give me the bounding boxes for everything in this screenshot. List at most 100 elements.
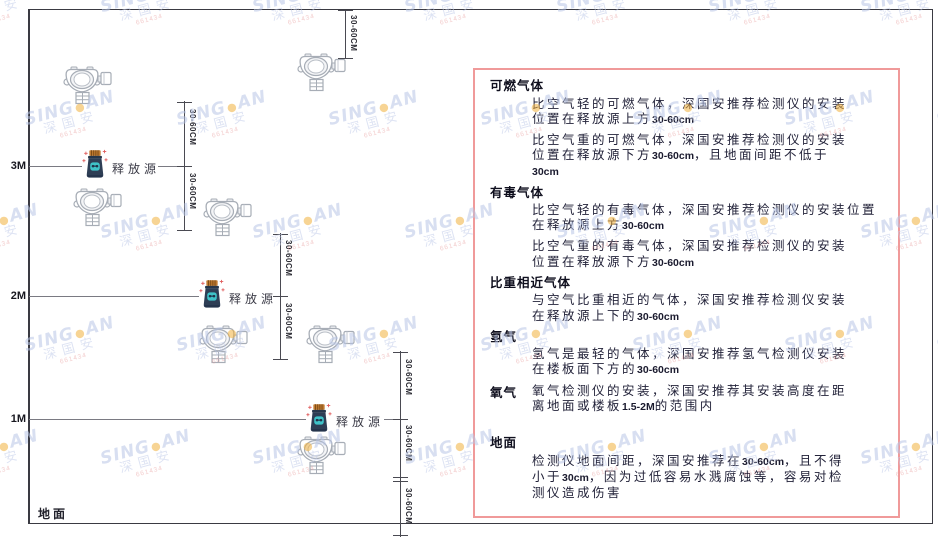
text-line: 氧气检测仪的安装，深国安推荐其安装高度在距 <box>532 384 847 399</box>
paragraph: 比空气重的有毒气体，深国安推荐检测仪的安装 位置在释放源下方30-60cm <box>532 239 890 270</box>
measurement-value: 30-60cm <box>637 310 680 323</box>
tick-mark <box>393 535 408 536</box>
panel-section: 地面 检测仪地面间距，深国安推荐在30-60cm，且不得 小于30cm，因为过低容易… <box>490 436 890 501</box>
axis-label-1m: 1M <box>10 413 26 425</box>
watermark-dot-icon: ● <box>0 438 12 454</box>
dimension-label: 30-60CM <box>349 15 358 52</box>
tick-mark <box>393 477 408 478</box>
panel-section: 氢气 氢气是最轻的气体，深国安推荐氢气检测仪安装 在楼板面下方的30-60cm <box>490 330 890 379</box>
gas-detector-icon <box>73 186 123 228</box>
tick-mark <box>177 230 192 231</box>
paragraph: 比空气重的可燃气体，深国安推荐检测仪的安装 位置在释放源下方30-60cm，且地面… <box>532 133 890 181</box>
measurement-value: 30-60cm <box>637 364 680 377</box>
watermark-dot-icon: ● <box>0 0 11 2</box>
watermark-text: SING <box>934 323 938 357</box>
gas-detector-icon <box>63 64 113 106</box>
body-text: 离地面或楼板 <box>532 398 623 413</box>
measurement-value: 30-60cm <box>622 220 665 233</box>
dimension-line-ceiling: 30-60CM <box>338 10 364 59</box>
tick-mark <box>393 352 408 353</box>
section-heading: 氧气 <box>490 385 518 400</box>
watermark-dot-icon: ● <box>149 0 163 2</box>
watermark-text: AN <box>919 0 938 1</box>
measurement-value: 1.5-2M <box>622 400 655 413</box>
watermark-dot-icon: ● <box>757 0 771 2</box>
gas-detector-icon <box>306 323 356 365</box>
paragraph: 比空气轻的有毒气体，深国安推荐检测仪的安装位置 在释放源上方30-60cm <box>532 203 890 234</box>
body-text: 比空气重的可燃气体，深国安推荐检测仪的安装 <box>532 132 848 147</box>
watermark-text: AN <box>463 0 497 1</box>
gas-detector-icon <box>199 323 249 365</box>
panel-content: 可燃气体 比空气轻的可燃气体，深国安推荐检测仪的安装 位置在释放源上方30-60cm… <box>490 79 890 501</box>
release-source-icon <box>306 402 332 436</box>
dimension-label: 30-60CM <box>188 173 197 210</box>
body-text: 比空气轻的可燃气体，深国安推荐检测仪的安装 <box>532 96 848 111</box>
body-text: 检测仪地面间距，深国安推荐在 <box>532 453 743 468</box>
text-line: 氢气是最轻的气体，深国安推荐氢气检测仪安装 <box>532 347 890 362</box>
text-line: 位置在释放源下方30-60cm <box>532 255 890 271</box>
section-body: 氧气检测仪的安装，深国安推荐其安装高度在距 离地面或楼板1.5-2M的范围内 <box>532 384 847 420</box>
measurement-value: 30-60cm <box>652 256 695 269</box>
panel-section: 可燃气体 比空气轻的可燃气体，深国安推荐检测仪的安装 位置在释放源上方30-60cm… <box>490 79 890 181</box>
text-line: 位置在释放源下方30-60cm，且地面间距不低于 <box>532 148 890 164</box>
paragraph: 氢气是最轻的气体，深国安推荐氢气检测仪安装 在楼板面下方的30-60cm <box>532 347 890 378</box>
tick-mark <box>338 10 353 11</box>
section-heading: 可燃气体 <box>490 79 545 93</box>
body-text: 在楼板面下方的 <box>532 362 638 377</box>
body-text: 与空气比重相近的气体，深国安推荐检测仪安装 <box>532 293 848 308</box>
section-heading: 有毒气体 <box>490 185 545 200</box>
dimension-line-1m: 30-60CM 30-60CM 30-60CM <box>393 351 419 537</box>
watermark-dot-icon: ● <box>453 0 467 2</box>
release-source-label: 释放源 <box>112 162 161 176</box>
watermark-dot-icon: ● <box>605 0 619 2</box>
guidelines-panel: 可燃气体 比空气轻的可燃气体，深国安推荐检测仪的安装 位置在释放源上方30-60cm… <box>473 68 900 518</box>
text-line: 在释放源上下的30-60cm <box>532 309 890 325</box>
panel-section: 比重相近气体与空气比重相近的气体，深国安推荐检测仪安装 在释放源上下的30-60c… <box>490 276 890 325</box>
tick-mark <box>177 166 192 167</box>
gas-detector-icon <box>203 196 253 238</box>
measurement-value: 30-60cm <box>652 113 695 126</box>
gas-detector-icon <box>297 434 347 476</box>
dimension-label: 30-60CM <box>404 359 413 396</box>
body-text: 比空气轻的有毒气体，深国安推荐检测仪的安装位置 <box>532 203 878 218</box>
dimension-line-2m: 30-60CM 30-60CM <box>273 233 299 360</box>
body-text: 位置在释放源下方 <box>532 148 653 163</box>
watermark-dot-icon: ● <box>909 0 923 2</box>
watermark-text: AN <box>311 0 345 1</box>
section-heading: 比重相近气体 <box>490 275 572 290</box>
tick-mark <box>338 58 353 59</box>
text-line: 位置在释放源上方30-60cm <box>532 112 890 128</box>
panel-section: 氧气 氧气检测仪的安装，深国安推荐其安装高度在距 离地面或楼板1.5-2M的范围内 <box>490 384 890 420</box>
leader-line-1m <box>29 419 306 420</box>
text-line: 在释放源上方30-60cm <box>532 218 890 234</box>
text-line: 比空气轻的有毒气体，深国安推荐检测仪的安装位置 <box>532 203 890 218</box>
body-text: 测仪造成伤害 <box>532 485 623 500</box>
watermark-dot-icon: ● <box>0 212 12 228</box>
paragraph: 比空气轻的可燃气体，深国安推荐检测仪的安装 位置在释放源上方30-60cm <box>532 97 890 128</box>
tick-mark <box>393 419 408 420</box>
text-line: 与空气比重相近的气体，深国安推荐检测仪安装 <box>532 293 890 308</box>
dimension-line-3m: 30-60CM 30-60CM <box>177 101 203 231</box>
tick-mark <box>273 359 288 360</box>
paragraph: 氧气检测仪的安装，深国安推荐其安装高度在距 离地面或楼板1.5-2M的范围内 <box>532 384 847 415</box>
body-text: 的范围内 <box>654 398 715 413</box>
text-line: 小于30cm，因为过低容易水溅腐蚀等，容易对检 <box>532 470 890 486</box>
text-line: 比空气重的可燃气体，深国安推荐检测仪的安装 <box>532 133 890 148</box>
section-heading: 氢气 <box>490 329 518 344</box>
body-text: 氢气是最轻的气体，深国安推荐氢气检测仪安装 <box>532 347 848 362</box>
leader-line-3m-right <box>158 166 184 167</box>
measurement-value: 30-60cm <box>652 150 695 163</box>
tick-mark <box>393 481 408 482</box>
section-heading: 地面 <box>490 436 518 451</box>
body-text: 在释放源上下的 <box>532 308 638 323</box>
watermark-text: SING <box>934 97 938 131</box>
measurement-value: 30cm <box>532 166 559 179</box>
text-line: 30cm <box>532 164 890 180</box>
body-text: 位置在释放源上方 <box>532 111 653 126</box>
leader-line-1m-right <box>384 419 400 420</box>
axis-label-2m: 2M <box>10 290 26 302</box>
watermark-text: AN <box>159 0 193 1</box>
watermark-text: AN <box>615 0 649 1</box>
release-source-icon <box>82 148 108 182</box>
